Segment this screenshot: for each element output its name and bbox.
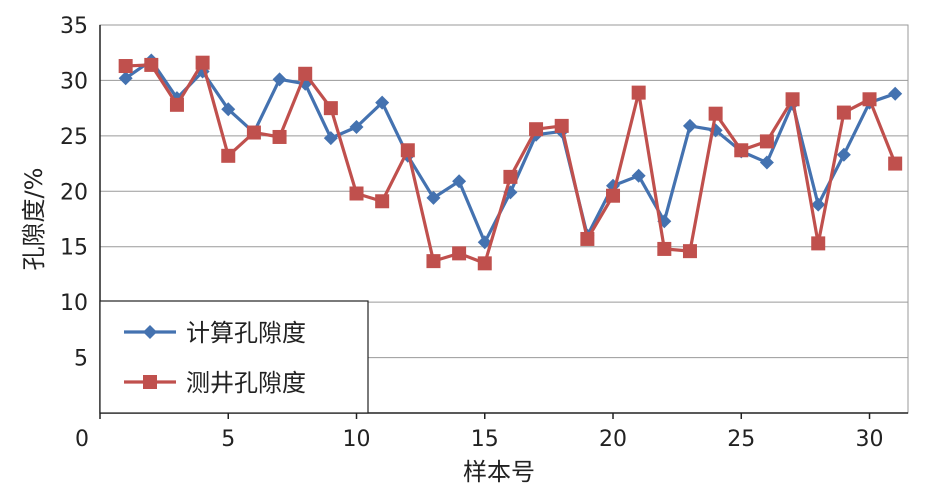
x-tick-label: 20 <box>599 427 627 452</box>
data-point <box>862 92 877 107</box>
data-point <box>606 188 621 203</box>
y-axis-title: 孔隙度/% <box>20 168 48 271</box>
data-point <box>169 97 184 112</box>
data-point <box>631 85 646 100</box>
x-tick-label: 0 <box>75 427 89 452</box>
data-point <box>323 131 338 146</box>
x-tick-label: 15 <box>471 427 499 452</box>
x-tick-label: 30 <box>856 427 884 452</box>
data-point <box>888 86 903 101</box>
series-2 <box>118 55 903 271</box>
data-point <box>195 55 210 70</box>
series-line <box>125 61 897 265</box>
legend-label: 测井孔隙度 <box>186 369 306 397</box>
legend-label: 计算孔隙度 <box>186 319 306 347</box>
legend-box <box>99 300 369 414</box>
data-point <box>375 194 390 209</box>
data-point <box>221 102 236 117</box>
series-1 <box>118 53 903 250</box>
y-tick-label: 20 <box>60 180 88 205</box>
data-point <box>118 59 133 74</box>
data-point <box>682 118 697 133</box>
data-point <box>554 118 569 133</box>
x-tick-label: 10 <box>343 427 371 452</box>
y-tick-label: 15 <box>60 236 88 261</box>
data-point <box>708 106 723 121</box>
data-point <box>246 125 261 140</box>
data-point <box>580 231 595 246</box>
y-tick-labels: 5 10 15 20 25 30 35 <box>60 14 88 372</box>
data-point <box>734 143 749 158</box>
data-point <box>888 156 903 171</box>
series-layer <box>118 53 903 271</box>
data-point <box>452 246 467 261</box>
series-line <box>124 58 896 244</box>
data-point <box>529 122 544 137</box>
data-point <box>836 147 851 162</box>
y-tick-label: 30 <box>60 69 88 94</box>
data-point <box>426 254 441 269</box>
y-tick-label: 25 <box>60 125 88 150</box>
data-point <box>452 174 467 189</box>
data-point <box>118 71 133 86</box>
data-point <box>759 134 774 149</box>
data-point <box>400 143 415 158</box>
data-point <box>759 155 774 170</box>
data-point <box>298 66 313 81</box>
data-point <box>375 95 390 110</box>
legend-swatch-marker <box>143 375 157 389</box>
y-tick-label: 5 <box>74 347 88 372</box>
data-point <box>811 236 826 251</box>
y-tick-label: 10 <box>60 291 88 316</box>
x-tick-label: 25 <box>727 427 755 452</box>
data-point <box>272 129 287 144</box>
data-point <box>144 57 159 72</box>
x-tick-labels: 0 5 10 15 20 25 30 <box>75 413 884 452</box>
y-tick-label: 35 <box>60 14 88 39</box>
data-point <box>682 244 697 259</box>
data-point <box>426 190 441 205</box>
data-point <box>272 72 287 87</box>
data-point <box>503 169 518 184</box>
data-point <box>477 235 492 250</box>
x-axis-title: 样本号 <box>463 458 535 486</box>
data-point <box>657 241 672 256</box>
data-point <box>477 256 492 271</box>
x-tick-label: 5 <box>221 427 235 452</box>
data-point <box>349 119 364 134</box>
data-point <box>221 148 236 163</box>
data-point <box>631 168 646 183</box>
data-point <box>323 101 338 116</box>
data-point <box>836 105 851 120</box>
data-point <box>785 92 800 107</box>
legend-swatch-marker <box>143 325 157 339</box>
data-point <box>811 197 826 212</box>
data-point <box>349 186 364 201</box>
